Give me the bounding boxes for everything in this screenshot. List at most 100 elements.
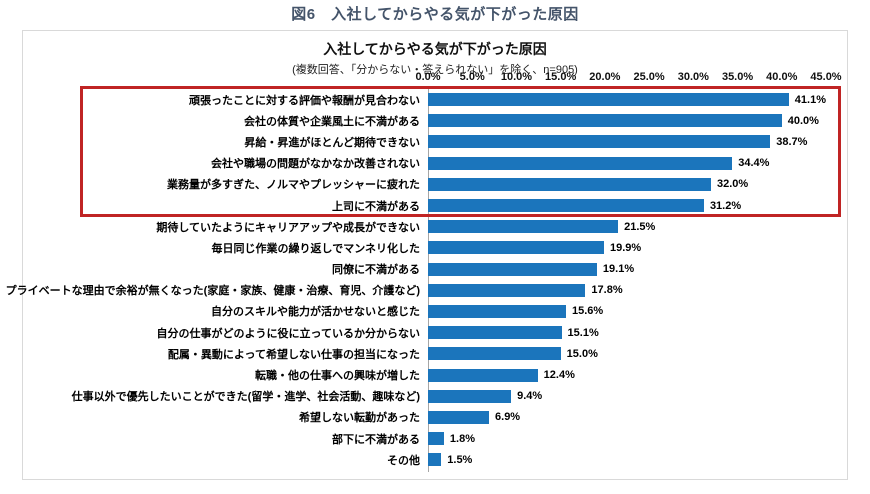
category-label: 部下に不満がある	[332, 433, 420, 446]
bar-track: 41.1%	[428, 93, 826, 107]
value-label: 41.1%	[794, 93, 826, 106]
bar	[428, 389, 512, 403]
bar-track: 15.6%	[428, 304, 826, 318]
chart-row: 会社の体質や企業風土に不満がある 40.0%	[23, 110, 847, 131]
chart-row: 業務量が多すぎた、ノルマやプレッシャーに疲れた 32.0%	[23, 174, 847, 195]
chart-row: 部下に不満がある 1.8%	[23, 428, 847, 449]
bar-track: 1.8%	[428, 432, 826, 446]
chart-subtitle: (複数回答、「分からない・答えられない」を除く、n=905)	[292, 64, 578, 76]
x-axis-tick-label: 45.0%	[810, 71, 842, 83]
chart-row: 毎日同じ作業の繰り返しでマンネリ化した 19.9%	[23, 237, 847, 258]
x-axis-tick-label: 0.0%	[415, 71, 441, 83]
category-label: プライベートな理由で余裕が無くなった(家庭・家族、健康・治療、育児、介護など)	[5, 285, 420, 298]
bar	[428, 262, 597, 276]
category-label: 自分のスキルや能力が活かせないと感じた	[211, 306, 420, 319]
bar-track: 1.5%	[428, 453, 826, 467]
chart-row: 会社や職場の問題がなかなか改善されない 34.4%	[23, 153, 847, 174]
bar-track: 12.4%	[428, 368, 826, 382]
category-label: 仕事以外で優先したいことができた(留学・進学、社会活動、趣味など)	[71, 391, 420, 404]
bar	[428, 114, 782, 128]
bar	[428, 199, 704, 213]
bar-track: 17.8%	[428, 283, 826, 297]
value-label: 6.9%	[495, 411, 521, 424]
bar-track: 21.5%	[428, 220, 826, 234]
x-axis-tick-label: 10.0%	[500, 71, 533, 83]
chart-row: 昇給・昇進がほとんど期待できない 38.7%	[23, 131, 847, 152]
value-label: 17.8%	[591, 284, 623, 297]
value-label: 34.4%	[738, 157, 770, 170]
chart-row: 希望しない転勤があった 6.9%	[23, 407, 847, 428]
x-axis-ticks: 0.0% 5.0% 10.0% 15.0% 20.0% 25.0% 30.0% 35.0% 40…	[415, 71, 841, 85]
bar-track: 32.0%	[428, 177, 826, 191]
chart-row: 自分のスキルや能力が活かせないと感じた 15.6%	[23, 301, 847, 322]
category-label: 期待していたようにキャリアアップや成長ができない	[156, 221, 420, 234]
value-label: 19.1%	[602, 263, 635, 276]
value-label: 9.4%	[517, 390, 543, 403]
x-axis-tick-label: 35.0%	[721, 71, 754, 83]
category-label: 希望しない転勤があった	[299, 412, 420, 425]
value-label: 32.0%	[717, 178, 749, 191]
x-axis-tick-label: 40.0%	[766, 71, 798, 83]
bar	[428, 241, 604, 255]
category-label: 毎日同じ作業の繰り返しでマンネリ化した	[211, 242, 420, 255]
chart-row: 仕事以外で優先したいことができた(留学・進学、社会活動、趣味など) 9.4%	[23, 386, 847, 407]
category-label: その他	[387, 454, 420, 467]
bar-track: 15.1%	[428, 326, 826, 340]
chart-row: 頑張ったことに対する評価や報酬が見合わない 41.1%	[23, 89, 847, 110]
value-label: 15.6%	[571, 305, 604, 318]
figure-caption: 図6 入社してからやる気が下がった原因	[291, 6, 579, 23]
value-label: 1.8%	[449, 432, 475, 445]
bar	[428, 347, 561, 361]
category-label: 業務量が多すぎた、ノルマやプレッシャーに疲れた	[167, 179, 420, 192]
bar	[428, 304, 566, 318]
bar-track: 19.9%	[428, 241, 826, 255]
category-label: 上司に不満がある	[332, 200, 420, 213]
value-label: 38.7%	[776, 135, 808, 148]
chart-row: その他 1.5%	[23, 449, 847, 470]
chart-row: 自分の仕事がどのように役に立っているか分からない 15.1%	[23, 322, 847, 343]
bar-track: 34.4%	[428, 156, 826, 170]
x-axis-tick-label: 15.0%	[545, 71, 577, 83]
value-label: 31.2%	[709, 199, 742, 212]
category-label: 会社や職場の問題がなかなか改善されない	[211, 158, 420, 171]
value-label: 19.9%	[610, 241, 642, 254]
bars-area: 頑張ったことに対する評価や報酬が見合わない 41.1% 会社の体質や企業風土に不満が…	[5, 89, 847, 470]
bar-track: 38.7%	[428, 135, 826, 149]
value-label: 12.4%	[543, 369, 575, 382]
chart-row: 上司に不満がある 31.2%	[23, 195, 847, 216]
bar-track: 19.1%	[428, 262, 826, 276]
bar	[428, 177, 712, 191]
chart-row: 転職・他の仕事への興味が増した 12.4%	[23, 364, 847, 385]
bar	[428, 326, 562, 340]
category-label: 会社の体質や企業風土に不満がある	[244, 115, 420, 128]
chart-row: 同僚に不満がある 19.1%	[23, 259, 847, 280]
bar	[428, 453, 442, 467]
chart-row: プライベートな理由で余裕が無くなった(家庭・家族、健康・治療、育児、介護など) 1…	[5, 280, 847, 301]
bar	[428, 156, 733, 170]
value-label: 15.1%	[567, 326, 599, 339]
category-label: 昇給・昇進がほとんど期待できない	[244, 136, 420, 149]
value-label: 1.5%	[447, 453, 473, 466]
x-axis-tick-label: 30.0%	[677, 71, 709, 83]
bar-track: 9.4%	[428, 389, 826, 403]
value-label: 40.0%	[787, 114, 819, 127]
category-label: 配属・異動によって希望しない仕事の担当になった	[167, 348, 420, 361]
bar	[428, 410, 490, 424]
category-label: 同僚に不満がある	[332, 264, 420, 277]
chart-frame: 入社してからやる気が下がった原因 (複数回答、「分からない・答えられない」を除く…	[5, 30, 848, 480]
bar	[428, 368, 538, 382]
chart-row: 期待していたようにキャリアアップや成長ができない 21.5%	[23, 216, 847, 237]
category-label: 自分の仕事がどのように役に立っているか分からない	[156, 327, 420, 340]
y-axis-line	[428, 86, 429, 472]
bar-track: 31.2%	[428, 199, 826, 213]
bar	[428, 220, 619, 234]
value-label: 15.0%	[566, 347, 598, 360]
chart-title: 入社してからやる気が下がった原因	[323, 41, 547, 57]
bar	[428, 283, 586, 297]
x-axis-tick-label: 25.0%	[633, 71, 665, 83]
x-axis-tick-label: 20.0%	[589, 71, 621, 83]
bar	[428, 93, 789, 107]
bar	[428, 135, 771, 149]
chart-row: 配属・異動によって希望しない仕事の担当になった 15.0%	[23, 343, 847, 364]
value-label: 21.5%	[624, 220, 656, 233]
